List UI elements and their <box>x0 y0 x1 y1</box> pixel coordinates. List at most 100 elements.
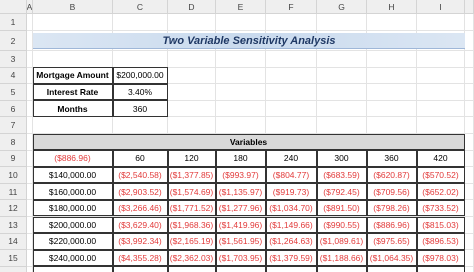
row-header: 6 <box>0 100 27 118</box>
table-cell: ($1,264.63) <box>265 233 317 250</box>
table-cell: ($798.26) <box>366 199 417 217</box>
table-cell: ($978.03) <box>416 249 465 267</box>
cell <box>317 51 367 68</box>
table-cell: ($1,059.54) <box>416 266 465 272</box>
table-cell: ($2,165.19) <box>167 233 216 250</box>
cell <box>216 117 266 134</box>
cell <box>367 84 417 101</box>
table-cell: ($1,574.69) <box>167 183 216 200</box>
table-cell: $180,000.00 <box>32 199 113 217</box>
table-cell: ($652.02) <box>416 183 465 200</box>
column-header: G <box>317 0 367 14</box>
cell <box>417 100 465 118</box>
cell <box>465 117 474 134</box>
table-cell: ($886.96) <box>366 216 417 234</box>
cell <box>317 84 367 101</box>
cell <box>465 84 474 101</box>
cell <box>27 14 33 31</box>
column-header: H <box>367 0 417 14</box>
cell <box>367 100 417 118</box>
cell <box>417 266 465 272</box>
cell <box>168 14 216 31</box>
column-header: D <box>168 0 216 14</box>
cell <box>317 67 367 85</box>
table-cell: ($3,992.34) <box>112 233 168 250</box>
table-cell: ($1,277.96) <box>215 199 266 217</box>
table-cell: ($570.52) <box>416 166 465 184</box>
input-label: Interest Rate <box>32 83 113 101</box>
cell <box>465 217 474 234</box>
table-cell: ($993.97) <box>215 166 266 184</box>
cell <box>465 51 474 68</box>
row-header: 2 <box>0 31 27 51</box>
row-header: 11 <box>0 183 27 201</box>
cell <box>168 100 216 118</box>
cell <box>168 117 216 134</box>
cell <box>417 14 465 31</box>
table-cell: ($683.59) <box>316 166 367 184</box>
column-header <box>465 0 474 14</box>
table-cell: $260,000.00 <box>32 266 113 272</box>
cell <box>317 117 367 134</box>
table-header-cell: 360 <box>366 150 417 167</box>
row-header: 5 <box>0 84 27 101</box>
cell <box>216 100 266 118</box>
table-cell: $220,000.00 <box>32 233 113 250</box>
cell <box>417 67 465 85</box>
cell <box>417 250 465 267</box>
table-cell: ($815.03) <box>416 216 465 234</box>
table-cell: ($2,540.58) <box>112 166 168 184</box>
table-cell: ($709.56) <box>366 183 417 200</box>
table-cell: ($1,377.85) <box>167 166 216 184</box>
cell <box>367 67 417 85</box>
table-cell: ($1,188.66) <box>316 249 367 267</box>
cell <box>465 14 474 31</box>
table-cell: ($1,968.36) <box>167 216 216 234</box>
row-header: 9 <box>0 150 27 168</box>
row-header: 3 <box>0 51 27 68</box>
table-cell: ($891.50) <box>316 199 367 217</box>
cell <box>216 51 266 68</box>
cell <box>417 84 465 101</box>
table-cell: ($1,149.66) <box>265 216 317 234</box>
cell <box>367 51 417 68</box>
row-header: 4 <box>0 67 27 85</box>
cell <box>216 84 266 101</box>
row-header: 1 <box>0 14 27 31</box>
cell <box>216 14 266 31</box>
table-cell: ($1,064.35) <box>366 249 417 267</box>
input-value: 3.40% <box>112 83 168 101</box>
table-cell: ($1,034.70) <box>265 199 317 217</box>
column-header: E <box>216 0 266 14</box>
cell <box>266 100 317 118</box>
column-header: I <box>417 0 465 14</box>
cell <box>465 31 474 51</box>
row-header: 10 <box>0 167 27 184</box>
table-cell: ($1,153.04) <box>366 266 417 272</box>
column-header: A <box>27 0 33 14</box>
table-header-cell: 180 <box>215 150 266 167</box>
table-cell: ($975.65) <box>366 233 417 250</box>
cell <box>465 134 474 151</box>
table-cell: ($804.77) <box>265 166 317 184</box>
cell <box>417 200 465 217</box>
cell <box>317 14 367 31</box>
table-header-cell: ($886.96) <box>32 150 113 167</box>
column-header: F <box>266 0 317 14</box>
row-header: 12 <box>0 200 27 217</box>
cell <box>266 117 317 134</box>
cell <box>317 100 367 118</box>
cell <box>465 183 474 201</box>
table-header-cell: 60 <box>112 150 168 167</box>
cell <box>216 67 266 85</box>
table-cell: $200,000.00 <box>32 216 113 234</box>
table-cell: ($792.45) <box>316 183 367 200</box>
cell <box>465 200 474 217</box>
table-cell: ($1,135.97) <box>215 183 266 200</box>
table-cell: ($4,355.28) <box>112 249 168 267</box>
input-value: 360 <box>112 100 168 117</box>
table-header-cell: 300 <box>316 150 367 167</box>
cell <box>168 51 216 68</box>
table-cell: ($1,561.95) <box>215 233 266 250</box>
